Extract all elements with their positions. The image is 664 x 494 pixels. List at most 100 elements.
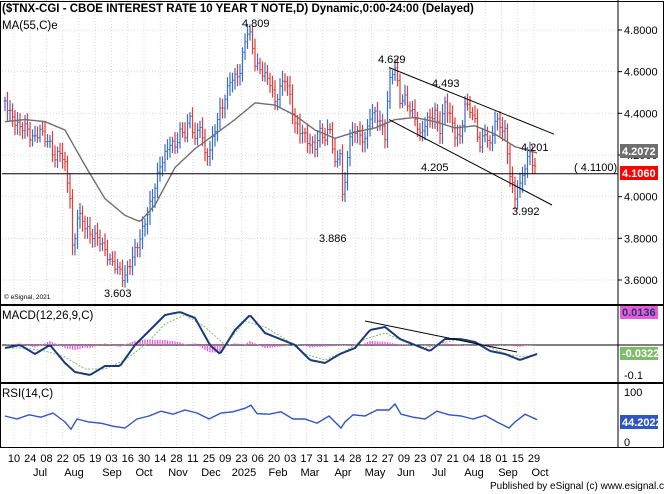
watermark: © eSignal, 2021 <box>4 293 51 301</box>
macd-tick--0.1: -0.1 <box>624 370 643 382</box>
x-day-17: 03 <box>284 453 296 465</box>
x-day-16: 20 <box>268 453 280 465</box>
price-tick-4.4000: 4.4000 <box>624 108 658 120</box>
x-day-1: 24 <box>24 453 36 465</box>
macd-line <box>4 311 538 376</box>
x-day-31: 15 <box>512 453 524 465</box>
x-month-5: Dec <box>201 467 221 479</box>
macd-value-box <box>620 306 658 319</box>
x-day-6: 03 <box>105 453 117 465</box>
panel-frame-2 <box>0 383 664 448</box>
annotation-3.886: 3.886 <box>319 233 347 245</box>
x-day-9: 14 <box>154 453 166 465</box>
macd-y-ticks: 0.1-0.1 <box>624 310 643 382</box>
price-tick-4.8000: 4.8000 <box>624 25 658 37</box>
annotation-4.629: 4.629 <box>378 54 406 66</box>
price-tick-4.0000: 4.0000 <box>624 192 658 204</box>
x-day-25: 23 <box>414 453 426 465</box>
x-day-23: 27 <box>382 453 394 465</box>
x-day-2: 08 <box>40 453 52 465</box>
rsi-tick-100: 100 <box>624 387 642 399</box>
panel-frame-1 <box>0 305 664 383</box>
x-day-24: 09 <box>398 453 410 465</box>
rsi-tick-0: 0 <box>624 437 630 449</box>
trend-channel <box>388 67 555 206</box>
annotation-4.201: 4.201 <box>521 142 549 154</box>
x-month-1: Aug <box>64 467 84 479</box>
x-month-11: Jun <box>397 467 415 479</box>
rsi-value-box <box>620 415 658 429</box>
macd-trendline <box>364 320 518 353</box>
x-day-12: 25 <box>203 453 215 465</box>
x-day-10: 28 <box>170 453 182 465</box>
x-day-14: 23 <box>235 453 247 465</box>
x-month-6: 2025 <box>232 467 256 479</box>
macd-signal-line <box>5 314 538 370</box>
price-tick-3.8000: 3.8000 <box>624 233 658 245</box>
macd-legend: MACD(12,26,9,C) <box>2 310 94 322</box>
price-bars <box>3 23 537 288</box>
x-day-18: 17 <box>300 453 312 465</box>
grid <box>2 0 618 448</box>
x-day-19: 31 <box>317 453 329 465</box>
rsi-legend: RSI(14,C) <box>2 388 53 400</box>
x-month-15: Oct <box>531 467 548 479</box>
x-day-4: 05 <box>73 453 85 465</box>
x-day-26: 07 <box>430 453 442 465</box>
support-label: ( 4.1100) <box>574 162 617 174</box>
chart-title: ($TNX-CGI - CBOE INTEREST RATE 10 YEAR T… <box>2 3 474 15</box>
rsi-value-label: 44.2022 <box>622 417 662 429</box>
macd-histogram <box>6 339 536 353</box>
x-day-8: 30 <box>138 453 150 465</box>
price-y-ticks: 4.80004.60004.40004.20004.00003.80003.60… <box>618 25 658 287</box>
x-day-0: 10 <box>8 453 20 465</box>
macd-trendline-segment <box>364 320 518 353</box>
x-day-7: 16 <box>122 453 134 465</box>
price-tick-4.6000: 4.6000 <box>624 67 658 79</box>
ma-line <box>4 102 538 222</box>
x-day-32: 29 <box>528 453 540 465</box>
x-day-29: 18 <box>479 453 491 465</box>
channel-lower <box>388 119 553 206</box>
x-day-15: 06 <box>252 453 264 465</box>
x-day-20: 14 <box>333 453 345 465</box>
panel-frames <box>0 0 664 448</box>
ma-value-label: 4.2072 <box>622 146 656 158</box>
x-day-13: 09 <box>219 453 231 465</box>
annotation-4.205: 4.205 <box>421 162 449 174</box>
signal-value-label: -0.0322 <box>622 348 659 360</box>
footer: Published by eSignal (c) www.esignal.com <box>490 481 664 492</box>
x-month-4: Nov <box>168 467 188 479</box>
x-month-14: Sep <box>498 467 518 479</box>
x-day-22: 12 <box>365 453 377 465</box>
x-month-7: Feb <box>269 467 288 479</box>
x-day-labels: 10 24 08 22 05 19 03 16 30 14 28 11 25 09 23 06 20 03 17 31… <box>8 453 540 465</box>
price-annotations: 4.809 4.629 4.493 4.201 4.205 3.992 3.886 3.603 <box>104 18 549 300</box>
price-tick-3.6000: 3.6000 <box>624 275 658 287</box>
rsi-y-ticks: 100 0 <box>624 387 642 449</box>
x-month-labels: Jul Aug Sep Oct Nov Dec 2025 Feb Mar Apr May Jun Jul… <box>33 467 549 479</box>
x-day-11: 11 <box>187 453 198 465</box>
x-day-21: 28 <box>349 453 361 465</box>
x-month-3: Oct <box>135 467 152 479</box>
last-price-label: 4.1060 <box>622 168 656 180</box>
last-price-box <box>620 166 658 180</box>
x-month-2: Sep <box>102 467 122 479</box>
x-month-8: Mar <box>301 467 320 479</box>
ma-value-box <box>620 144 658 158</box>
x-day-30: 01 <box>495 453 507 465</box>
x-month-9: Apr <box>334 467 351 479</box>
ma-legend: MA(55,C)e <box>2 20 58 32</box>
annotation-3.603: 3.603 <box>104 288 132 300</box>
x-month-10: May <box>365 467 386 479</box>
macd-value-label: 0.0136 <box>622 307 656 319</box>
signal-value-box <box>620 347 658 360</box>
annotation-3.992: 3.992 <box>512 206 540 218</box>
x-day-5: 19 <box>89 453 101 465</box>
x-day-27: 21 <box>447 453 459 465</box>
x-month-13: Aug <box>464 467 484 479</box>
rsi-line <box>4 402 538 431</box>
x-day-3: 22 <box>57 453 69 465</box>
x-day-28: 04 <box>463 453 475 465</box>
